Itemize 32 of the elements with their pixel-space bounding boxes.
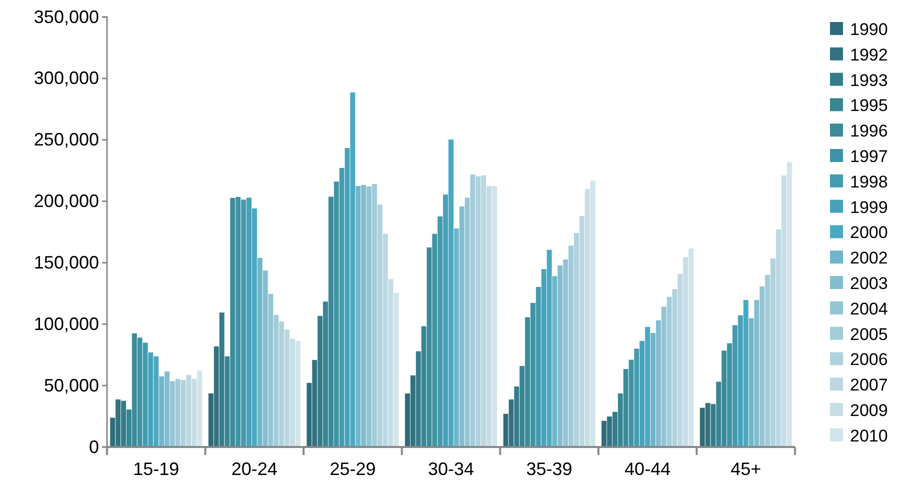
legend-label: 2010 bbox=[850, 426, 888, 446]
legend-label: 2000 bbox=[850, 223, 888, 242]
x-tick-label: 20-24 bbox=[231, 459, 278, 479]
x-tick-label: 40-44 bbox=[624, 459, 671, 479]
y-tick-label: 250,000 bbox=[34, 130, 99, 150]
legend-label: 2007 bbox=[850, 376, 888, 395]
legend-label: 2005 bbox=[850, 324, 888, 344]
y-tick-label: 200,000 bbox=[34, 191, 99, 212]
x-tick-label: 30-34 bbox=[428, 459, 474, 479]
legend-label: 1992 bbox=[850, 45, 888, 64]
x-tick-label: 15-19 bbox=[133, 459, 180, 479]
legend-label: 1996 bbox=[850, 122, 888, 141]
y-tick-label: 300,000 bbox=[34, 68, 99, 88]
legend-label: 1998 bbox=[850, 172, 888, 192]
legend-label: 1993 bbox=[850, 70, 888, 90]
legend-label: 2003 bbox=[850, 274, 888, 293]
x-tick-label: 45+ bbox=[730, 459, 762, 479]
legend-label: 2004 bbox=[850, 299, 888, 318]
legend-label: 2009 bbox=[850, 401, 888, 420]
legend-label: 2002 bbox=[850, 248, 888, 268]
y-tick-label: 150,000 bbox=[34, 252, 99, 272]
legend-label: 1995 bbox=[850, 96, 888, 116]
x-tick-label: 35-39 bbox=[526, 459, 572, 479]
y-tick-label: 350,000 bbox=[34, 6, 99, 27]
x-tick-label: 25-29 bbox=[330, 459, 376, 479]
legend-label: 1999 bbox=[850, 198, 888, 217]
legend-label: 2006 bbox=[850, 350, 888, 370]
y-tick-label: 0 bbox=[88, 436, 99, 457]
legend-label: 1997 bbox=[850, 147, 888, 166]
y-tick-label: 50,000 bbox=[44, 375, 99, 396]
legend-label: 1990 bbox=[850, 20, 888, 39]
y-tick-label: 100,000 bbox=[34, 314, 99, 334]
